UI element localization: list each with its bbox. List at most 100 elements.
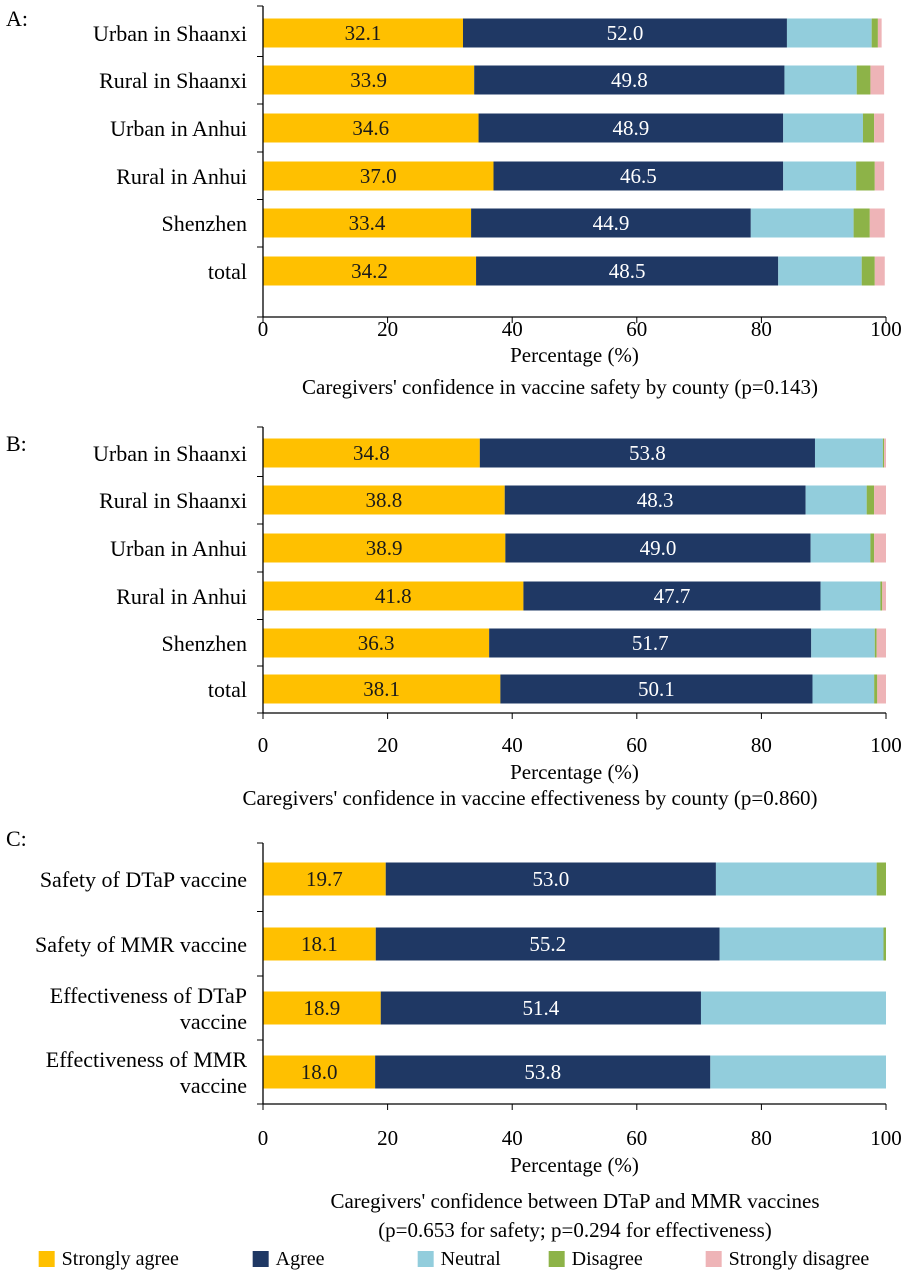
data-label: 48.5 (609, 259, 646, 283)
bar-segment-agree (474, 65, 785, 95)
legend-label: Strongly disagree (729, 1248, 870, 1270)
bar-segment-disagree (870, 533, 875, 563)
bar-segment-neutral (812, 674, 875, 704)
x-tick-label: 100 (870, 733, 902, 757)
x-tick-label: 60 (626, 1126, 647, 1150)
category-label: Safety of DTaP vaccine (40, 867, 247, 892)
bar-segment-strongly-disagree (870, 65, 885, 95)
x-tick-label: 20 (377, 317, 398, 341)
x-tick-label: 40 (502, 733, 523, 757)
bar-segment-neutral (715, 862, 877, 896)
data-label: 34.8 (353, 441, 390, 465)
data-label: 46.5 (620, 164, 657, 188)
legend: Strongly agree Agree Neutral Disagree Strong… (38, 1248, 870, 1270)
bar-segment-disagree (876, 862, 886, 896)
bar-segment-agree (471, 208, 751, 238)
data-label: 33.9 (350, 68, 387, 92)
x-tick-label: 40 (502, 1126, 523, 1150)
bar-segment-strongly-agree (263, 1055, 376, 1089)
data-label: 38.1 (363, 677, 400, 701)
legend-swatch-strongly-agree (38, 1251, 55, 1267)
legend-swatch-agree (252, 1251, 269, 1267)
x-tick-label: 0 (258, 733, 269, 757)
bar-segment-neutral (700, 991, 886, 1025)
category-label: Effectiveness of MMR (46, 1047, 248, 1072)
category-label: Rural in Anhui (116, 164, 247, 189)
data-label: 48.3 (637, 488, 674, 512)
bar-segment-strongly-disagree (874, 113, 885, 143)
category-label: Rural in Anhui (116, 584, 247, 609)
category-label: Urban in Shaanxi (93, 21, 247, 46)
bar-segment-strongly-agree (263, 438, 480, 468)
data-label: 38.8 (365, 488, 402, 512)
bar-segment-disagree (871, 18, 878, 48)
bar-segment-agree (385, 862, 716, 896)
bar-segment-strongly-agree (263, 485, 505, 515)
panel-caption: Caregivers' confidence in vaccine safety… (302, 375, 818, 399)
chart-panel-1: A: 32.1 52.0 Urban in Shaanxi 33.9 49.8 Rural … (6, 5, 902, 399)
bar-segment-strongly-agree (263, 862, 386, 896)
panel-letter: A: (6, 6, 28, 31)
bar-segment-strongly-disagree (869, 208, 885, 238)
x-tick-label: 80 (751, 317, 772, 341)
bar-segment-agree (523, 581, 821, 611)
data-label: 18.1 (301, 932, 338, 956)
bar-segment-strongly-disagree (874, 256, 885, 286)
bar-segment-strongly-agree (263, 991, 381, 1025)
chart-panel-2: B: 34.8 53.8 Urban in Shaanxi 38.8 48.3 Rural … (6, 426, 902, 810)
x-tick-label: 0 (258, 317, 269, 341)
category-label: vaccine (180, 1073, 247, 1098)
bar-segment-strongly-disagree (876, 628, 886, 658)
bar-segment-strongly-disagree (884, 438, 886, 468)
bar-segment-agree (478, 113, 784, 143)
bar-segment-strongly-agree (263, 18, 463, 48)
x-tick-label: 100 (870, 1126, 902, 1150)
bar-segment-disagree (853, 208, 870, 238)
data-label: 34.6 (352, 116, 389, 140)
data-label: 53.0 (532, 867, 569, 891)
bar-segment-agree (375, 927, 720, 961)
x-tick-label: 60 (626, 317, 647, 341)
category-label: Effectiveness of DTaP (50, 983, 247, 1008)
bar-segment-strongly-agree (263, 628, 490, 658)
legend-label: Agree (276, 1248, 325, 1270)
category-label: total (208, 259, 247, 284)
data-label: 47.7 (654, 584, 691, 608)
x-tick-label: 20 (377, 1126, 398, 1150)
data-label: 34.2 (351, 259, 388, 283)
data-label: 50.1 (638, 677, 675, 701)
legend-swatch-disagree (548, 1251, 565, 1267)
x-tick-label: 100 (870, 317, 902, 341)
x-tick-label: 40 (502, 317, 523, 341)
bar-segment-agree (504, 485, 806, 515)
data-label: 18.9 (303, 996, 340, 1020)
bar-segment-neutral (783, 161, 857, 191)
bar-segment-agree (380, 991, 701, 1025)
bar-segment-agree (375, 1055, 711, 1089)
bar-segment-neutral (811, 628, 875, 658)
x-axis-title: Percentage (%) (510, 760, 639, 784)
data-label: 19.7 (306, 867, 343, 891)
bar-segment-neutral (719, 927, 884, 961)
bar-segment-disagree (866, 485, 875, 515)
data-label: 36.3 (358, 631, 395, 655)
category-label: Rural in Shaanxi (99, 488, 247, 513)
data-label: 53.8 (629, 441, 666, 465)
bar-segment-strongly-agree (263, 927, 376, 961)
x-axis-title: Percentage (%) (510, 343, 639, 367)
bar-segment-agree (505, 533, 811, 563)
bar-segment-agree (489, 628, 812, 658)
bar-segment-disagree (883, 927, 886, 961)
data-label: 49.0 (640, 536, 677, 560)
data-label: 44.9 (593, 211, 630, 235)
category-label: Safety of MMR vaccine (35, 932, 247, 957)
bar-segment-strongly-agree (263, 161, 494, 191)
legend-swatch-neutral (417, 1251, 434, 1267)
bar-segment-agree (500, 674, 813, 704)
bar-segment-agree (476, 256, 779, 286)
bar-segment-neutral (810, 533, 871, 563)
data-label: 51.4 (522, 996, 559, 1020)
category-label: Shenzhen (161, 631, 247, 656)
bar-segment-strongly-disagree (882, 581, 886, 611)
